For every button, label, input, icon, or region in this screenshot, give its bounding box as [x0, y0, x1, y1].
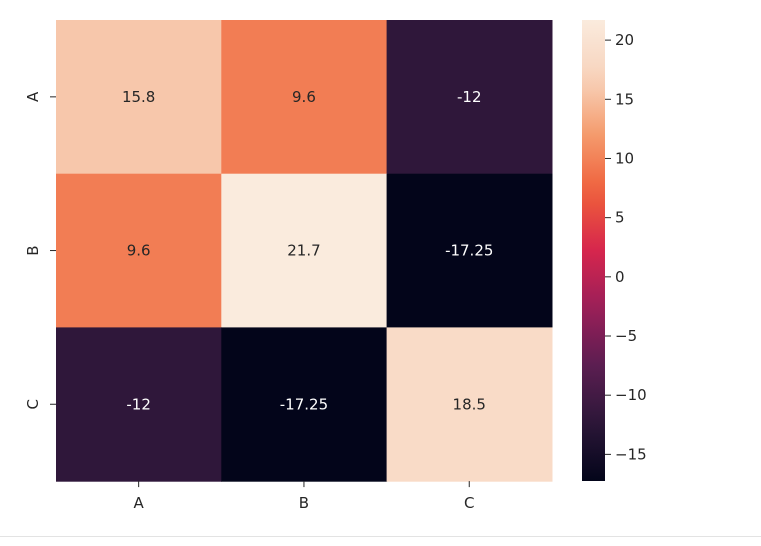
- x-tick-label-C: C: [464, 494, 474, 512]
- frame-bottom-edge: [0, 536, 761, 546]
- colorbar-tick-label: 20: [615, 31, 634, 49]
- cell-value-A-B: 9.6: [292, 88, 316, 106]
- heatmap-cell-B-A: [56, 173, 222, 328]
- cell-value-B-A: 9.6: [127, 242, 151, 260]
- cell-value-A-C: -12: [457, 88, 482, 106]
- heatmap-cell-labels: 15.8 9.6 -12 9.6 21.7 -17.25 -12 -17.25 18.5: [122, 88, 493, 413]
- y-tick-label-C: C: [24, 399, 42, 409]
- colorbar-tick-label: 5: [615, 209, 625, 227]
- colorbar-tick-label: −10: [615, 386, 647, 404]
- y-axis: A B C: [24, 91, 56, 409]
- heatmap-cell-C-A: [56, 327, 222, 482]
- colorbar-tick-label: −15: [615, 445, 647, 463]
- cell-value-A-A: 15.8: [122, 88, 155, 106]
- heatmap-cell-A-C: [386, 20, 553, 175]
- cell-value-B-B: 21.7: [287, 242, 320, 260]
- x-axis: A B C: [134, 481, 474, 512]
- heatmap-cell-C-B: [221, 327, 388, 482]
- cell-value-C-C: 18.5: [453, 395, 486, 413]
- y-tick-label-B: B: [24, 245, 42, 255]
- y-tick-label-A: A: [24, 91, 42, 102]
- colorbar-tick-label: 0: [615, 268, 625, 286]
- colorbar-gradient: [582, 20, 605, 481]
- cell-value-C-A: -12: [126, 395, 151, 413]
- colorbar-tick-label: −5: [615, 327, 637, 345]
- heatmap-cell-A-A: [56, 20, 222, 175]
- heatmap-cell-A-B: [221, 20, 388, 175]
- colorbar: 20 15 10 5 0 −5 −10 −15: [582, 20, 647, 481]
- x-tick-label-A: A: [134, 494, 145, 512]
- heatmap-cell-C-C: [386, 327, 553, 482]
- colorbar-tick-label: 15: [615, 90, 634, 108]
- heatmap-cell-B-B: [221, 173, 388, 328]
- heatmap-cells: [56, 20, 553, 482]
- x-tick-label-B: B: [299, 494, 309, 512]
- colorbar-tick-label: 10: [615, 149, 634, 167]
- cell-value-B-C: -17.25: [445, 242, 493, 260]
- cell-value-C-B: -17.25: [280, 395, 328, 413]
- heatmap-cell-B-C: [386, 173, 553, 328]
